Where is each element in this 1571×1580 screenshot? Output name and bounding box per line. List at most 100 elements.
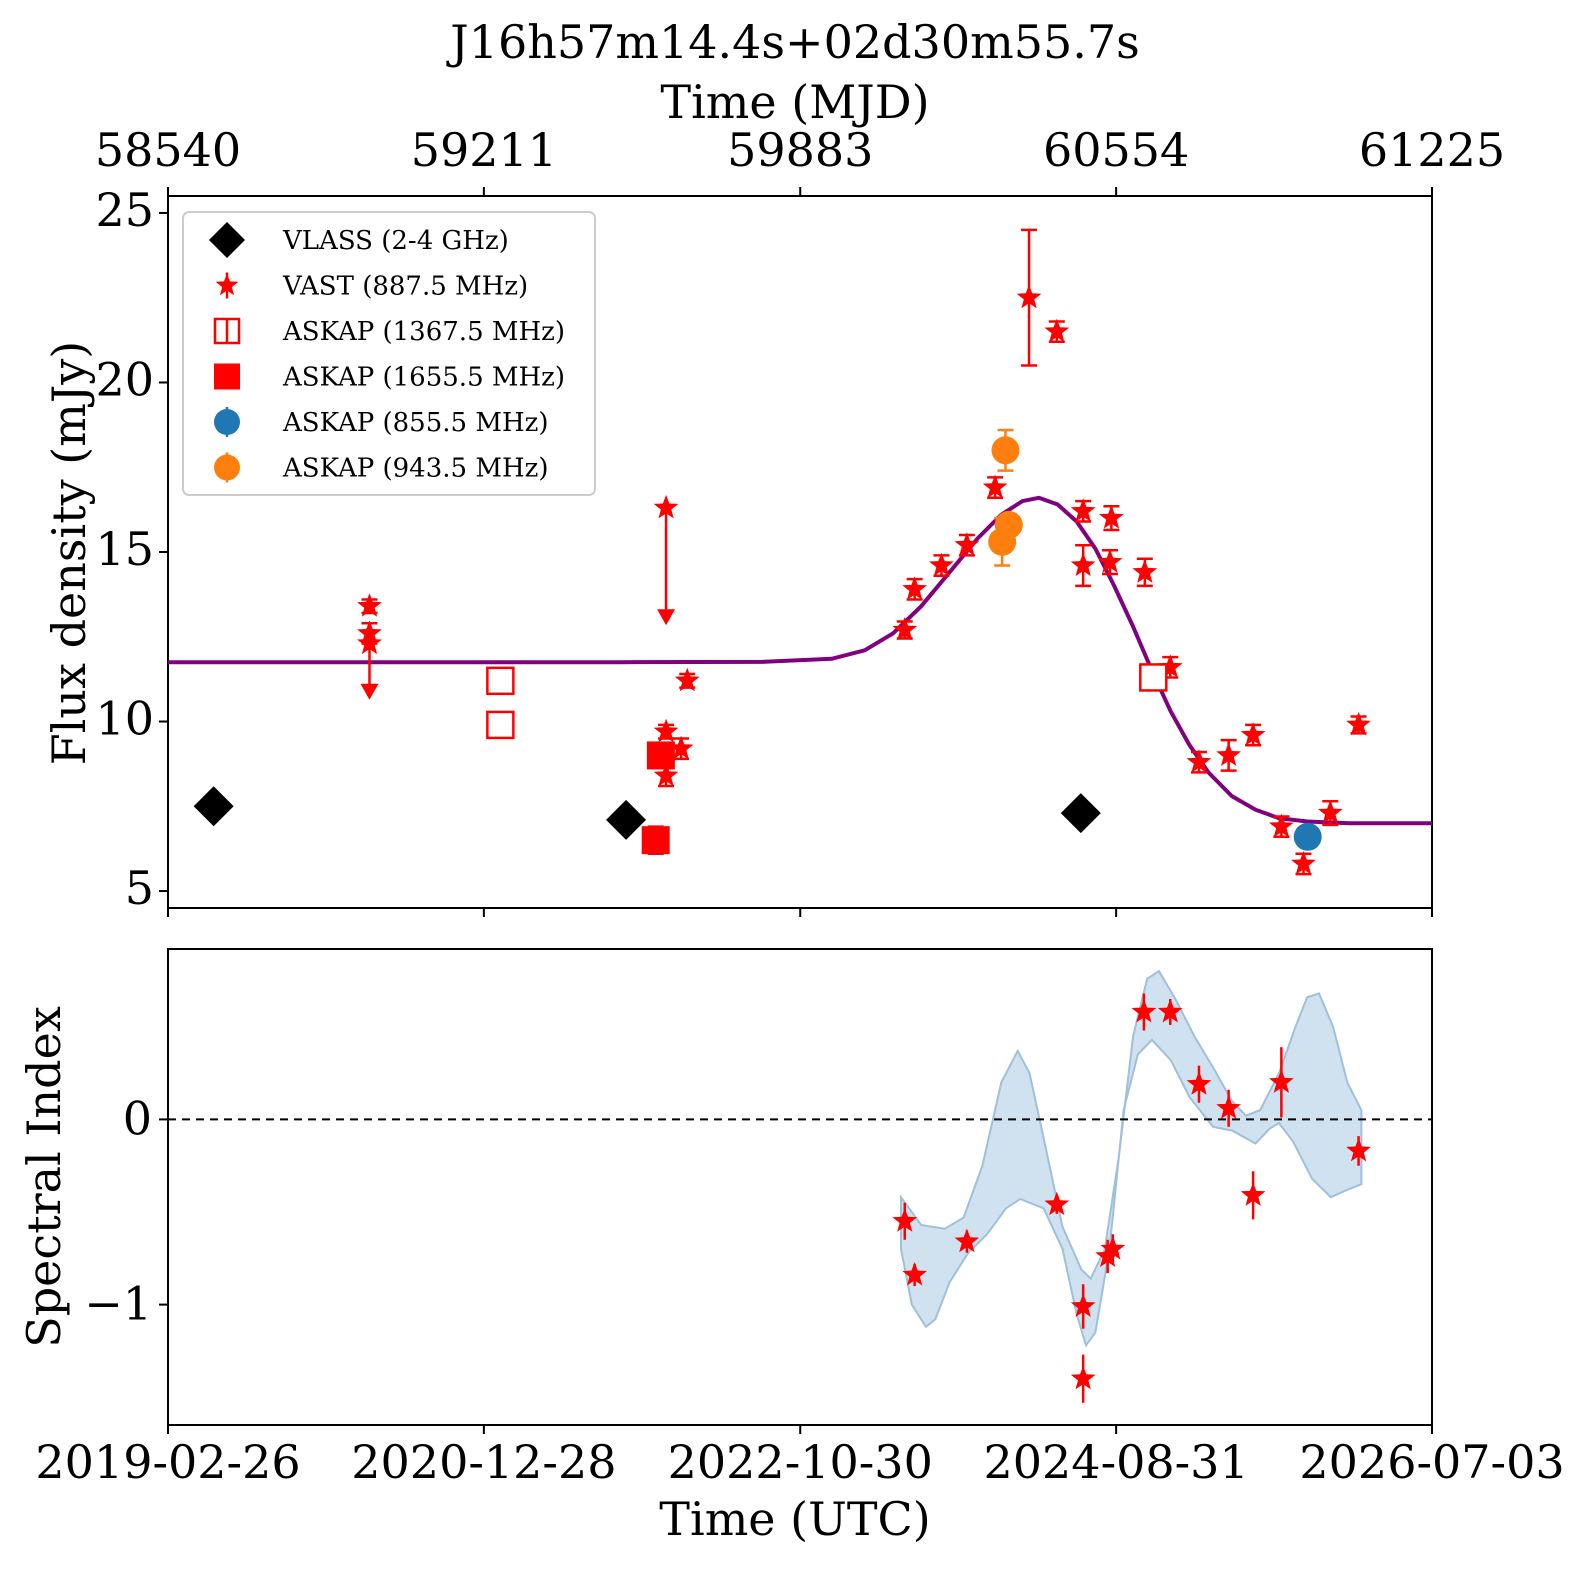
top-axis-label: Time (MJD) — [660, 75, 929, 129]
flux-point — [1139, 663, 1168, 692]
flux-point — [1318, 800, 1343, 824]
flux-point — [1016, 284, 1042, 309]
spectral-point — [1269, 1069, 1294, 1093]
flux-point — [1099, 505, 1124, 529]
flux-point — [193, 786, 234, 827]
flux-point — [929, 552, 954, 577]
flux-point — [991, 436, 1020, 465]
series-vlass-2-4-ghz- — [193, 786, 1101, 840]
flux-point — [646, 741, 675, 770]
spectral-point — [1157, 999, 1183, 1023]
spectral-y-tick-label: −1 — [84, 1277, 152, 1331]
flux-y-tick-label: 5 — [125, 861, 154, 915]
upper-limit-arrowhead — [657, 609, 676, 626]
mjd-tick-label: 60554 — [1043, 123, 1189, 177]
series-vast-887-5-mhz- — [357, 228, 1371, 876]
confidence-band — [900, 969, 1363, 1348]
flux-point — [982, 474, 1008, 499]
spectral-point — [954, 1228, 980, 1253]
spectral-index-panel: −1 0 Spectral Index Time (UTC) 2019-02-26… — [17, 948, 1565, 1546]
flux-point — [653, 762, 679, 787]
upper-limit-point — [653, 494, 679, 519]
flux-point — [486, 666, 515, 696]
flux-point — [954, 532, 980, 556]
legend-label: ASKAP (1655.5 MHz) — [282, 363, 565, 393]
legend: VLASS (2-4 GHz) VAST (887.5 MHz) ASKAP (13… — [182, 211, 596, 496]
spectral-point — [1216, 1095, 1241, 1119]
flux-y-tick-label: 10 — [95, 692, 154, 746]
flux-point — [1291, 850, 1316, 875]
flux-point — [357, 593, 382, 617]
flux-plot-area: 5 10 15 20 25 VLASS (2-4 GHz) VAST (887.5 MHz)… — [95, 183, 1433, 917]
mjd-tick-label: 61225 — [1359, 123, 1505, 177]
legend-marker — [214, 454, 240, 481]
flux-point — [1060, 793, 1101, 834]
legend-marker — [215, 273, 239, 296]
flux-point — [606, 799, 647, 840]
spectral-point — [1346, 1137, 1371, 1162]
chart-title: J16h57m14.4s+02d30m55.7s — [446, 15, 1139, 69]
legend-label: VAST (887.5 MHz) — [282, 272, 528, 302]
flux-y-tick-label: 25 — [95, 183, 154, 237]
flux-y-tick-label: 15 — [95, 522, 154, 576]
spectral-plot-area: −1 0 — [84, 948, 1433, 1434]
spectral-y-tick-label: 0 — [123, 1091, 152, 1145]
flux-point — [1346, 711, 1371, 736]
spectral-index-series — [892, 993, 1371, 1403]
flux-point — [1132, 559, 1158, 583]
series-askap-943-5-mhz- — [988, 428, 1023, 567]
flux-point — [668, 735, 694, 760]
mjd-tick-label: 59883 — [727, 123, 873, 177]
flux-point — [1293, 822, 1322, 851]
flux-point — [892, 617, 918, 641]
flux-point — [1157, 654, 1183, 678]
upper-limit-point — [357, 630, 382, 655]
model-curve — [168, 495, 1432, 826]
flux-point — [1216, 742, 1241, 766]
flux-point — [674, 667, 700, 692]
flux-point — [1240, 722, 1266, 746]
spectral-point — [1070, 1293, 1096, 1317]
spectral-point — [902, 1262, 927, 1286]
series-askap-855-5-mhz- — [1293, 822, 1322, 851]
spectral-point — [1044, 1191, 1070, 1216]
time-x-tick-label: 2024-08-31 — [984, 1435, 1249, 1489]
flux-point — [1097, 549, 1123, 573]
legend-marker — [214, 363, 240, 390]
legend-box — [182, 211, 596, 496]
spectral-point — [892, 1208, 918, 1232]
flux-point — [1070, 552, 1096, 577]
time-x-tick-label: 2020-12-28 — [351, 1435, 616, 1489]
flux-point — [641, 826, 670, 855]
flux-density-panel: J16h57m14.4s+02d30m55.7s Time (MJD) 5 10 1… — [42, 15, 1505, 917]
series-vast-upper-limits-887-5-mhz- — [357, 494, 679, 700]
bottom-axis-label: Time (UTC) — [659, 1492, 930, 1546]
legend-label: ASKAP (1367.5 MHz) — [282, 317, 565, 347]
series-askap-1655-5-mhz- — [641, 741, 675, 856]
time-x-tick-label: 2026-07-03 — [1299, 1435, 1564, 1489]
time-x-tick-label: 2022-10-30 — [668, 1435, 933, 1489]
flux-point — [902, 576, 927, 600]
flux-y-tick-label: 20 — [95, 352, 154, 406]
flux-point — [1070, 498, 1096, 522]
spectral-plot-frame — [167, 948, 1433, 1426]
flux-point — [1044, 318, 1070, 343]
spectral-point — [1131, 999, 1157, 1023]
spectral-point — [1186, 1071, 1212, 1095]
mjd-tick-label: 58540 — [95, 123, 241, 177]
spectral-point — [1070, 1365, 1096, 1390]
time-x-tick-label: 2019-02-26 — [35, 1435, 300, 1489]
flux-point — [988, 527, 1017, 556]
flux-point — [653, 718, 679, 743]
legend-marker — [209, 222, 245, 258]
flux-axis-label: Flux density (mJy) — [42, 341, 96, 765]
flux-point — [486, 710, 515, 740]
legend-marker — [214, 409, 240, 435]
spectral-axis-label: Spectral Index — [17, 1006, 71, 1348]
spectral-point — [1240, 1182, 1266, 1206]
upper-limit-arrowhead — [360, 683, 379, 700]
legend-label: VLASS (2-4 GHz) — [282, 226, 509, 256]
legend-label: ASKAP (855.5 MHz) — [282, 408, 548, 438]
series-askap-1367-5-mhz- — [486, 663, 1168, 740]
